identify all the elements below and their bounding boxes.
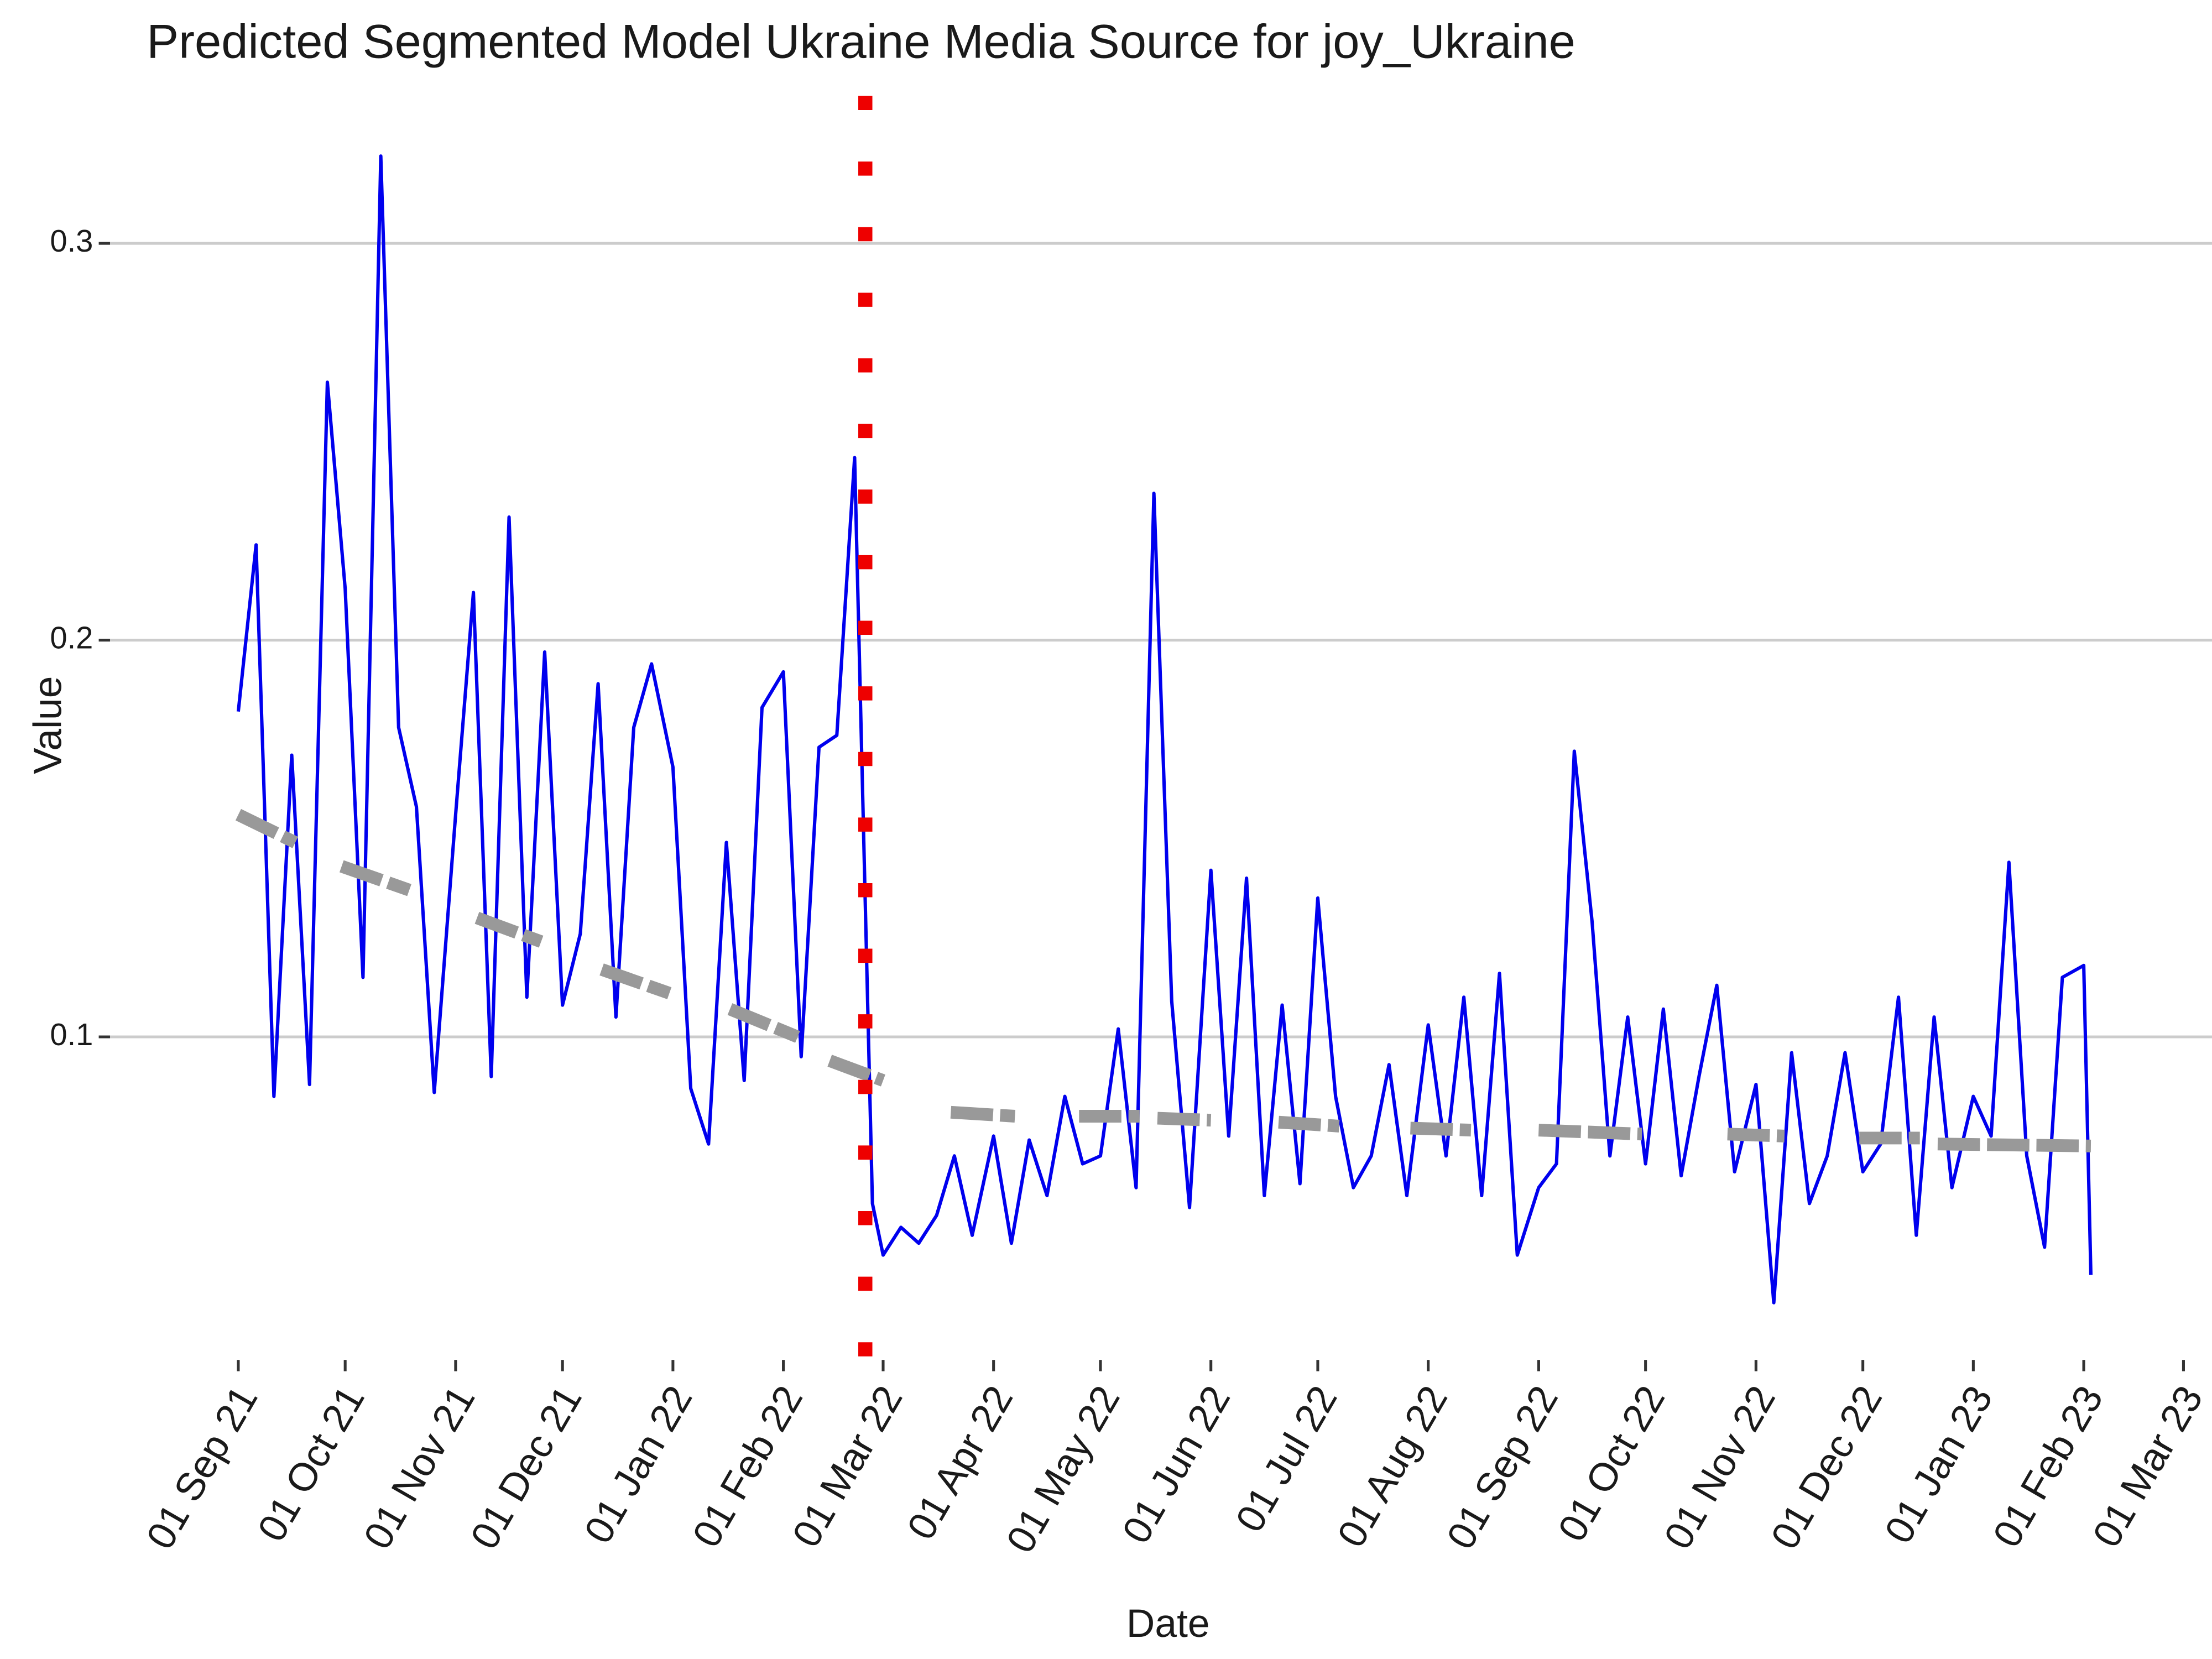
fit-segment bbox=[339, 860, 411, 896]
fit-segment bbox=[1278, 1115, 1340, 1133]
x-tick-label: 01 Sep 22 bbox=[1438, 1379, 1567, 1557]
fit-segment bbox=[1937, 1138, 2091, 1152]
y-tick-label: 0.1 bbox=[50, 1017, 93, 1052]
x-tick-label: 01 Oct 21 bbox=[249, 1379, 373, 1549]
x-tick-label: 01 Aug 22 bbox=[1329, 1379, 1456, 1555]
fit-segment bbox=[1538, 1124, 1642, 1141]
fit-segment bbox=[474, 911, 544, 948]
fit-segment bbox=[727, 1003, 800, 1043]
x-tick-label: 01 Jun 22 bbox=[1114, 1379, 1239, 1551]
fit-segment bbox=[235, 808, 299, 848]
y-tick-label: 0.3 bbox=[50, 223, 93, 258]
fit-segment bbox=[950, 1105, 1016, 1123]
y-axis-title: Value bbox=[26, 676, 70, 774]
x-tick-label: 01 Jan 23 bbox=[1876, 1379, 2001, 1551]
x-tick-label: 01 Dec 22 bbox=[1762, 1379, 1891, 1557]
x-tick-label: 01 Dec 21 bbox=[462, 1379, 591, 1557]
x-tick-label: 01 Oct 22 bbox=[1550, 1379, 1673, 1549]
x-tick-label: 01 Jul 22 bbox=[1227, 1379, 1345, 1540]
fit-segment bbox=[1410, 1121, 1472, 1137]
x-tick-label: 01 Jan 22 bbox=[576, 1379, 701, 1551]
chart-title: Predicted Segmented Model Ukraine Media … bbox=[147, 15, 1575, 69]
x-tick-label: 01 Sep 21 bbox=[138, 1379, 266, 1557]
fit-segment bbox=[827, 1055, 885, 1087]
x-tick-label: 01 Apr 22 bbox=[899, 1379, 1021, 1547]
data-line bbox=[236, 154, 2093, 1305]
x-axis-title: Date bbox=[1126, 1601, 1210, 1646]
y-tick-label: 0.2 bbox=[50, 620, 93, 655]
fit-segment bbox=[599, 963, 672, 999]
fit-segment bbox=[1157, 1112, 1212, 1127]
fit-segment bbox=[1727, 1128, 1785, 1142]
